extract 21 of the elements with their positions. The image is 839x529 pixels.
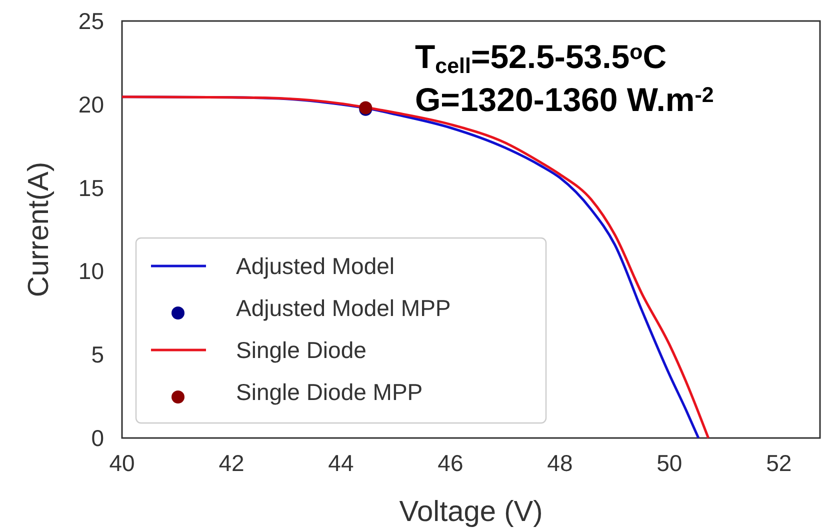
y-axis-title: Current(A) [23,162,55,298]
y-tick-label: 20 [78,91,104,118]
x-tick-label: 40 [109,450,135,476]
y-tick-label: 15 [78,174,104,201]
x-tick-label: 46 [438,450,464,476]
x-tick-label: 48 [547,450,573,476]
x-tick-label: 42 [218,450,244,476]
y-tick-label: 10 [78,258,104,284]
y-tick-label: 0 [91,425,104,451]
legend-label: Adjusted Model MPP [236,295,451,321]
legend-label: Adjusted Model [236,253,395,279]
annotation: T$_{cell}$=52.5-53.5$^{o}$C [415,38,667,78]
annotation: G=1320-1360 W.m$^{-2}$ [415,81,714,118]
x-tick-label: 52 [766,450,792,476]
legend-label: Single Diode MPP [236,379,423,405]
x-tick-label: 44 [328,450,354,476]
y-tick-label: 5 [91,342,104,368]
x-tick-label: 50 [656,450,682,476]
legend-label: Single Diode [236,337,366,363]
y-tick-label: 25 [78,8,104,34]
x-axis-title: Voltage (V) [399,496,543,528]
